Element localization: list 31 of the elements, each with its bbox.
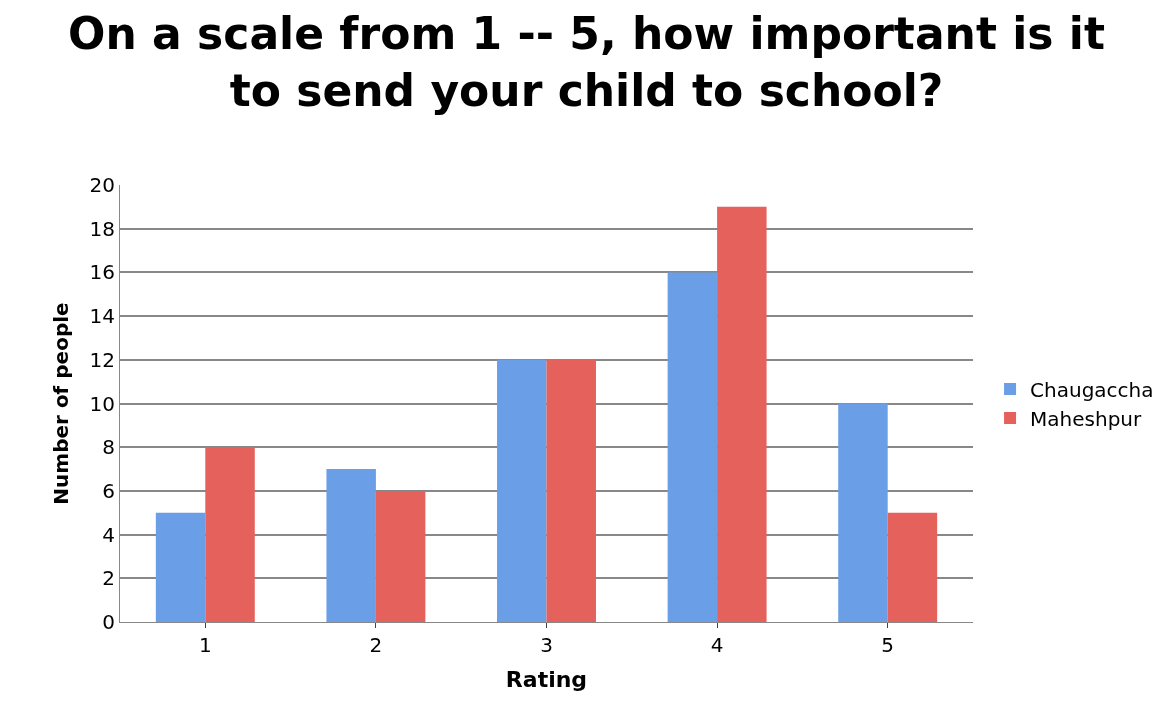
bar — [326, 469, 376, 622]
y-tick-label: 0 — [102, 610, 115, 634]
bar — [497, 359, 547, 622]
bar — [717, 206, 767, 622]
chart-title: On a scale from 1 -- 5, how important is it to send your child to school? — [68, 8, 1105, 117]
y-axis-title: Number of people — [49, 302, 74, 505]
y-tick-label: 18 — [89, 216, 115, 241]
y-tick-label: 8 — [102, 435, 115, 460]
bar — [205, 447, 255, 622]
y-tick-label: 20 — [89, 173, 115, 197]
x-tick-label: 5 — [881, 633, 895, 657]
bar — [546, 359, 596, 622]
y-tick-label: 6 — [102, 478, 115, 503]
y-tick-label: 2 — [102, 566, 115, 591]
y-tick-label: 14 — [89, 304, 115, 329]
legend-label: Maheshpur — [1030, 406, 1143, 431]
y-tick-label: 4 — [102, 522, 115, 547]
bar — [375, 490, 426, 622]
bar — [838, 403, 888, 622]
bar — [667, 272, 718, 622]
y-tick-label: 12 — [89, 347, 115, 372]
y-tick-label: 16 — [89, 260, 115, 285]
legend-label: Chaugaccha — [1030, 377, 1154, 402]
bar — [887, 512, 938, 622]
y-tick-label: 10 — [89, 391, 115, 416]
x-tick-label: 3 — [540, 633, 553, 657]
bar — [155, 512, 206, 622]
x-tick-label: 1 — [198, 633, 212, 657]
x-tick-label: 2 — [369, 633, 383, 657]
x-tick-label: 4 — [710, 633, 724, 657]
x-axis-title: Rating — [505, 666, 588, 692]
